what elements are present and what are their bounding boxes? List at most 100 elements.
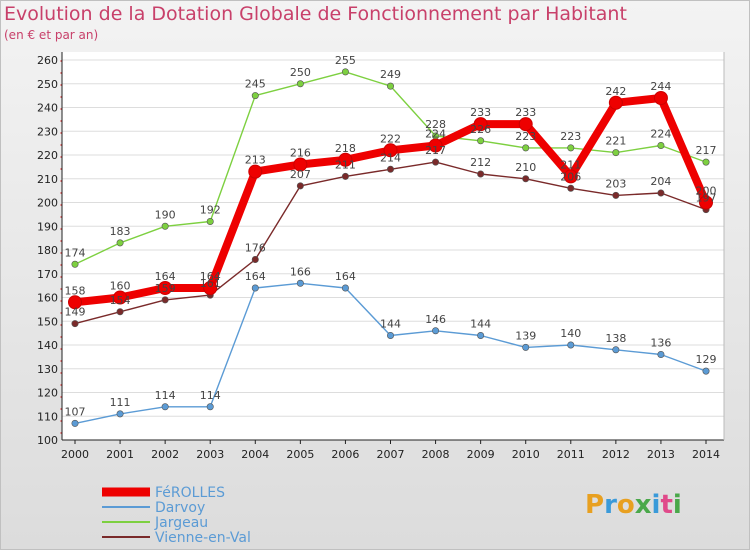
x-tick-label: 2004	[241, 448, 269, 461]
y-tick-label: 130	[37, 363, 58, 376]
logo-letter: t	[660, 490, 673, 520]
x-tick-label: 2009	[467, 448, 495, 461]
data-point	[251, 284, 259, 292]
data-point	[386, 82, 394, 90]
data-point	[383, 143, 398, 158]
data-point	[113, 290, 128, 305]
data-point	[567, 184, 575, 192]
data-point	[477, 331, 485, 339]
logo-letter: x	[634, 490, 652, 520]
data-label: 139	[515, 329, 536, 342]
data-label: 214	[380, 151, 401, 164]
data-point	[71, 260, 79, 268]
data-point	[161, 296, 169, 304]
data-point	[251, 92, 259, 100]
data-label: 222	[380, 132, 401, 145]
proxiti-logo: Proxiti	[585, 490, 682, 520]
data-point	[158, 281, 173, 295]
data-label: 212	[470, 156, 491, 169]
data-point	[522, 343, 530, 351]
data-point	[518, 117, 533, 132]
data-label: 159	[155, 282, 176, 295]
x-tick-label: 2007	[377, 448, 405, 461]
data-point	[477, 137, 485, 145]
x-tick-label: 2014	[692, 448, 720, 461]
y-tick-label: 100	[37, 434, 58, 447]
data-point	[341, 68, 349, 76]
chart-title: Evolution de la Dotation Globale de Fonc…	[4, 3, 627, 25]
y-tick-label: 160	[37, 292, 58, 305]
data-point	[522, 144, 530, 152]
data-point	[477, 170, 485, 178]
data-point	[657, 350, 665, 358]
data-label: 164	[335, 270, 356, 283]
axes: 100 110 120 130 140 150 160 170 180 190 200 210 220 2…	[37, 52, 725, 461]
data-label: 158	[65, 284, 86, 297]
data-label: 107	[65, 405, 86, 418]
x-tick-label: 2002	[151, 448, 179, 461]
data-point	[341, 284, 349, 292]
data-point	[161, 222, 169, 230]
data-label: 255	[335, 54, 356, 67]
data-labels: 107 111 114 114 164 166 164 144 146 144 139 140 138 1…	[65, 54, 717, 419]
data-label: 176	[245, 242, 266, 255]
chart-subtitle: (en € et par an)	[4, 28, 99, 42]
data-point	[608, 95, 623, 110]
data-point	[702, 158, 710, 166]
data-point	[251, 255, 259, 263]
data-point	[657, 142, 665, 150]
data-point	[116, 308, 124, 316]
data-label: 164	[245, 270, 266, 283]
data-point	[296, 80, 304, 88]
plot-area	[62, 52, 724, 440]
data-label: 221	[605, 135, 626, 148]
x-tick-label: 2006	[331, 448, 359, 461]
data-label: 149	[65, 306, 86, 319]
grid	[62, 52, 724, 441]
data-point	[116, 239, 124, 247]
legend-label: FéROLLES	[155, 485, 225, 501]
legend-label: Vienne-en-Val	[155, 530, 251, 546]
data-label: 207	[290, 168, 311, 181]
data-label: 228	[425, 118, 446, 131]
data-label: 217	[696, 144, 717, 157]
y-tick-label: 240	[37, 102, 58, 115]
data-point	[71, 419, 79, 427]
data-point	[338, 152, 353, 167]
data-point	[657, 189, 665, 197]
data-label: 138	[605, 332, 626, 345]
x-tick-label: 2013	[647, 448, 675, 461]
data-label: 164	[155, 270, 176, 283]
data-label: 144	[470, 318, 491, 331]
data-point	[522, 175, 530, 183]
data-point	[68, 295, 82, 310]
y-tick-label: 170	[37, 268, 58, 281]
data-label: 161	[200, 277, 221, 290]
x-tick-label: 2012	[602, 448, 630, 461]
y-tick-label: 120	[37, 387, 58, 400]
data-label: 203	[605, 177, 626, 190]
data-label: 114	[200, 389, 221, 402]
data-label: 190	[155, 208, 176, 221]
x-tick-label: 2003	[196, 448, 224, 461]
data-label: 111	[110, 396, 131, 409]
data-label: 210	[515, 161, 536, 174]
x-tick-label: 2005	[286, 448, 314, 461]
data-point	[612, 149, 620, 157]
data-point	[473, 117, 488, 132]
y-tick-label: 220	[37, 149, 58, 162]
y-tick-label: 230	[37, 125, 58, 138]
data-point	[203, 281, 218, 295]
data-label: 129	[696, 353, 717, 366]
data-label: 233	[515, 106, 536, 119]
data-label: 183	[110, 225, 131, 238]
data-label: 233	[470, 106, 491, 119]
data-point	[612, 346, 620, 354]
data-label: 197	[696, 192, 717, 205]
data-label: 160	[110, 280, 131, 293]
data-point	[386, 331, 394, 339]
x-tick-label: 2001	[106, 448, 134, 461]
data-label: 211	[560, 158, 581, 171]
